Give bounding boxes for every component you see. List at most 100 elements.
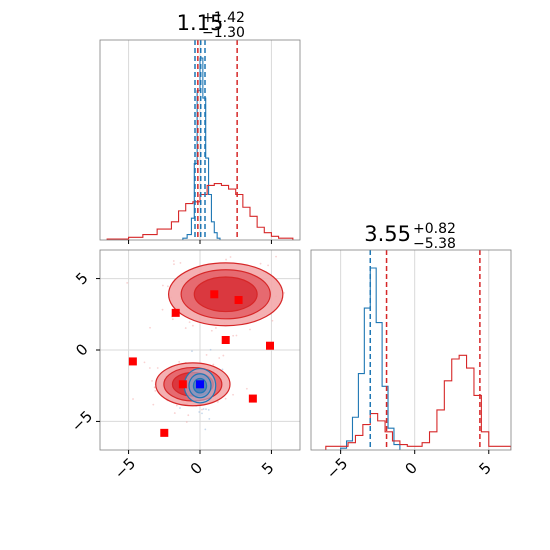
square-marker xyxy=(266,341,274,350)
x-tick-label: 0 xyxy=(187,459,206,478)
right-marginal-frame xyxy=(310,249,512,451)
sample-point xyxy=(161,308,164,311)
right-marginal-title-plus: +0.82 xyxy=(413,221,456,237)
sample-point xyxy=(149,326,151,329)
sample-point xyxy=(207,408,210,411)
sample-point xyxy=(162,284,164,287)
right-marginal-histograms xyxy=(325,267,511,450)
sample-point xyxy=(191,350,193,353)
sample-point xyxy=(178,360,181,363)
sample-point xyxy=(179,407,181,409)
right-marginal-title: 3.55 xyxy=(364,222,411,246)
sample-point xyxy=(205,408,207,411)
histogram-series xyxy=(325,354,511,450)
histogram-series xyxy=(182,57,221,240)
sample-point xyxy=(201,408,203,411)
top-marginal-ticks xyxy=(128,240,272,244)
right-marginal-ticks: −5 0 5 xyxy=(323,450,495,483)
sample-point xyxy=(185,421,188,423)
sample-point xyxy=(188,321,191,324)
sample-point xyxy=(208,417,211,420)
sample-point xyxy=(126,281,129,284)
y-tick-label: −5 xyxy=(68,407,96,435)
sample-point xyxy=(235,334,238,337)
sample-point xyxy=(205,354,208,356)
right-marginal-title-minus: −5.38 xyxy=(413,236,456,252)
sample-point xyxy=(191,324,194,327)
sample-point xyxy=(153,386,156,389)
x-tick-label: −5 xyxy=(323,454,351,482)
top-marginal-panel: 1.15 +1.42 −1.30 xyxy=(99,10,301,244)
histogram-series xyxy=(106,183,294,240)
square-marker xyxy=(128,357,137,366)
top-marginal-title: 1.15 xyxy=(177,11,224,35)
sample-point xyxy=(283,291,285,294)
right-marginal-panel: −5 0 5 3.55 +0.82 −5.38 xyxy=(310,221,512,483)
sample-point xyxy=(151,379,153,382)
sample-point xyxy=(222,354,225,357)
sample-point xyxy=(201,412,203,415)
sample-point xyxy=(156,367,159,369)
square-marker xyxy=(234,296,243,304)
sample-point xyxy=(210,329,213,332)
sample-point xyxy=(204,428,207,431)
x-tick-label: 0 xyxy=(401,459,420,478)
sample-point xyxy=(187,414,190,417)
x-tick-label: −5 xyxy=(111,454,139,482)
sample-point xyxy=(232,393,234,396)
sample-point xyxy=(249,328,251,331)
sample-point xyxy=(179,262,182,264)
joint-contours xyxy=(126,255,285,431)
sample-point xyxy=(224,397,227,400)
sample-point xyxy=(166,285,169,288)
sample-point xyxy=(148,367,151,369)
sample-point xyxy=(184,327,187,329)
square-marker xyxy=(178,380,187,389)
sample-point xyxy=(218,357,221,359)
sample-point xyxy=(212,363,215,366)
sample-point xyxy=(215,327,217,329)
right-marginal-quantile-lines xyxy=(369,250,481,450)
sample-point xyxy=(173,263,175,266)
sample-point xyxy=(152,403,155,406)
histogram-series xyxy=(340,267,401,450)
sample-point xyxy=(225,258,227,261)
sample-point xyxy=(173,412,176,414)
sample-point xyxy=(259,262,262,265)
square-marker xyxy=(221,336,230,344)
sample-point xyxy=(198,411,201,413)
square-marker xyxy=(171,308,180,317)
sample-point xyxy=(275,255,277,258)
joint-panel: −5 0 5 5 0 −5 xyxy=(68,249,301,483)
right-marginal-grid xyxy=(340,250,490,450)
top-marginal-histograms xyxy=(106,57,294,240)
x-tick-label: 5 xyxy=(258,459,277,478)
top-marginal-title-minus: −1.30 xyxy=(202,25,245,41)
sample-point xyxy=(267,264,269,267)
joint-markers xyxy=(128,290,274,437)
sample-point xyxy=(232,334,235,337)
sample-point xyxy=(202,408,205,410)
sample-point xyxy=(216,401,219,403)
square-marker xyxy=(196,380,204,389)
sample-point xyxy=(209,348,212,351)
square-marker xyxy=(248,394,257,403)
sample-point xyxy=(172,260,175,262)
sample-point xyxy=(132,398,134,400)
sample-point xyxy=(143,361,146,364)
sample-point xyxy=(245,387,248,390)
sample-point xyxy=(229,256,232,258)
square-marker xyxy=(210,290,219,299)
x-tick-label: 5 xyxy=(476,459,495,478)
red-contour xyxy=(193,276,258,313)
sample-point xyxy=(171,318,174,321)
top-marginal-quantile-lines xyxy=(194,40,238,240)
y-tick-label: 0 xyxy=(72,340,91,359)
sample-point xyxy=(175,404,178,407)
sample-point xyxy=(221,368,224,371)
y-tick-label: 5 xyxy=(72,269,91,288)
sample-point xyxy=(154,389,157,392)
top-marginal-title-plus: +1.42 xyxy=(202,10,245,26)
sample-point xyxy=(271,319,274,322)
